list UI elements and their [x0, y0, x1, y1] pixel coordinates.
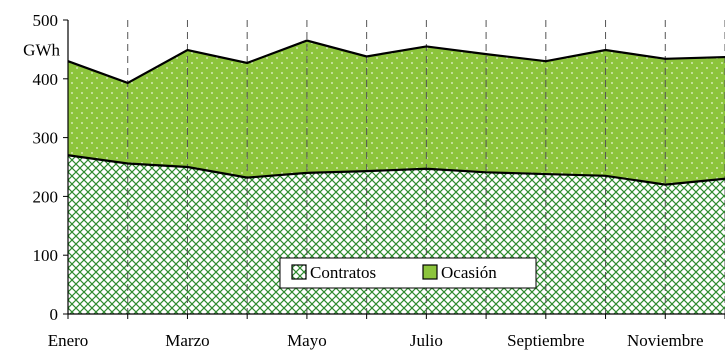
x-tick-labels: Enero Marzo Mayo Julio Septiembre Noviembre — [48, 331, 704, 350]
area-ocasion — [68, 40, 725, 185]
legend-swatch-contratos — [291, 264, 307, 280]
legend-label-contratos: Contratos — [310, 263, 376, 282]
x-tick-label: Noviembre — [627, 331, 703, 350]
y-tick-label: 0 — [50, 305, 59, 324]
y-tick-label: 200 — [33, 187, 59, 206]
series-outlines — [67, 39, 725, 186]
x-tick-label: Septiembre — [507, 331, 584, 350]
x-tick-label: Marzo — [165, 331, 209, 350]
legend-swatch-ocasion — [422, 264, 438, 280]
y-tick-label: 100 — [33, 246, 59, 265]
line-contratos — [67, 154, 725, 186]
plot-areas — [68, 40, 725, 314]
legend: Contratos Ocasión — [279, 257, 537, 289]
line-ocasion — [67, 39, 725, 85]
y-tick-label: 300 — [33, 129, 59, 148]
x-tick-label: Enero — [48, 331, 89, 350]
legend-label-ocasion: Ocasión — [441, 263, 497, 282]
y-tick-label: 400 — [33, 70, 59, 89]
axes — [63, 19, 725, 319]
y-axis-unit-label: GWh — [23, 40, 60, 59]
x-tick-label: Julio — [410, 331, 443, 350]
y-tick-labels: 0 100 200 300 400 500 — [33, 11, 59, 324]
y-tick-label: 500 — [33, 11, 59, 30]
area-contratos — [68, 155, 725, 314]
x-tick-label: Mayo — [287, 331, 327, 350]
